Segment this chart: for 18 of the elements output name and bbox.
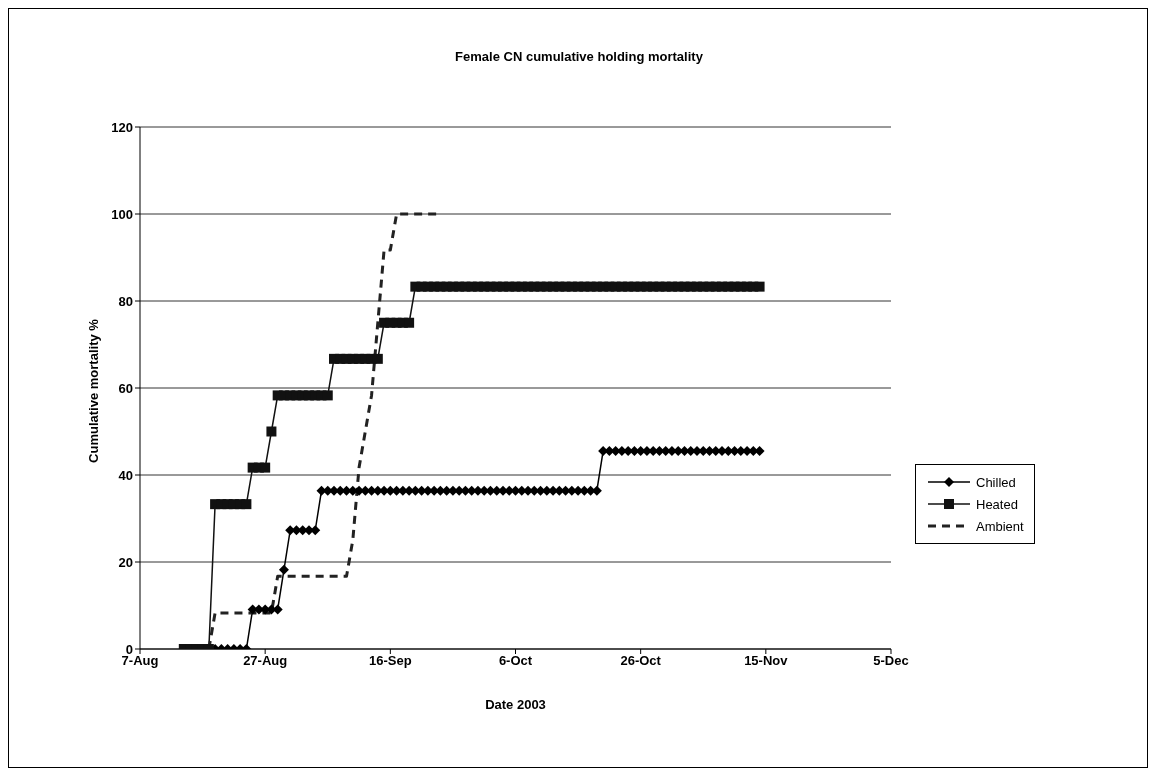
y-tick-label: 20 xyxy=(118,554,133,570)
y-tick-label: 100 xyxy=(111,206,133,222)
x-tick-label: 5-Dec xyxy=(873,653,909,669)
x-tick-label: 26-Oct xyxy=(620,653,662,669)
x-tick-label: 27-Aug xyxy=(243,653,288,669)
x-tick-label: 6-Oct xyxy=(498,653,533,669)
y-tick-label: 60 xyxy=(118,380,133,396)
chart-title: Female CN cumulative holding mortality xyxy=(454,49,704,64)
legend-label: Heated xyxy=(976,496,1018,512)
y-tick-label: 120 xyxy=(111,119,133,135)
x-tick-label: 15-Nov xyxy=(744,653,789,669)
y-tick-label: 80 xyxy=(118,293,133,309)
legend-label: Chilled xyxy=(976,474,1016,490)
x-axis-title: Date 2003 xyxy=(484,697,547,712)
y-axis-title: Cumulative mortality % xyxy=(85,319,101,463)
legend-label: Ambient xyxy=(976,518,1024,534)
x-tick-label: 16-Sep xyxy=(369,653,412,669)
y-tick-label: 40 xyxy=(118,467,133,483)
